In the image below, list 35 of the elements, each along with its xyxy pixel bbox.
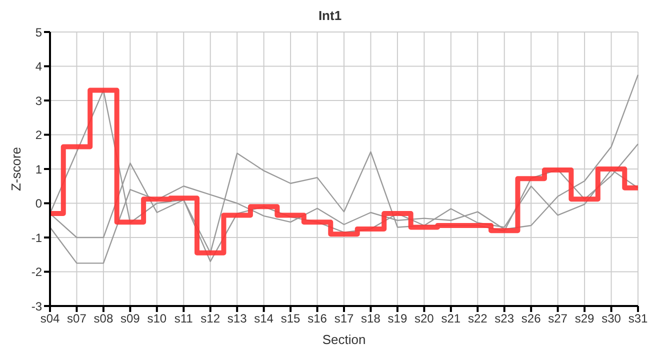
x-tick-label: s07 (67, 312, 87, 326)
y-tick-label: 3 (35, 94, 42, 108)
x-tick-label: s12 (200, 312, 220, 326)
x-tick-label: s14 (254, 312, 274, 326)
x-tick-label: s11 (174, 312, 194, 326)
x-axis-title: Section (322, 332, 366, 347)
y-tick-label: 1 (35, 162, 42, 176)
x-tick-label: s26 (521, 312, 542, 326)
y-tick-label: -2 (31, 265, 42, 280)
x-tick-label: s17 (334, 312, 354, 326)
x-tick-label: s31 (628, 312, 648, 326)
x-tick-label: s22 (468, 312, 488, 326)
x-tick-label: s20 (414, 312, 434, 326)
y-tick-label: -1 (31, 230, 42, 245)
x-tick-label: s10 (147, 312, 167, 326)
y-tick-label: 2 (35, 128, 42, 142)
x-tick-label: s30 (602, 312, 622, 326)
x-tick-label: s27 (548, 312, 568, 326)
x-tick-label: s19 (388, 312, 408, 326)
x-tick-label: s15 (280, 312, 301, 326)
x-tick-label: s16 (308, 312, 328, 326)
x-tick-label: s21 (441, 312, 461, 326)
y-tick-label: 4 (35, 60, 42, 74)
x-tick-label: s29 (574, 312, 595, 326)
y-tick-label: 5 (35, 25, 42, 40)
x-tick-label: s18 (361, 312, 381, 326)
x-tick-label: s09 (120, 312, 140, 326)
x-tick-label: s23 (494, 312, 514, 326)
x-tick-label: s13 (227, 312, 248, 326)
x-tick-label: s08 (94, 312, 114, 326)
y-axis-title: Z-score (8, 146, 24, 192)
y-tick-label: -3 (31, 299, 42, 314)
chart-title: Int1 (317, 8, 343, 25)
x-tick-label: s04 (40, 312, 60, 326)
y-tick-label: 0 (35, 196, 42, 211)
